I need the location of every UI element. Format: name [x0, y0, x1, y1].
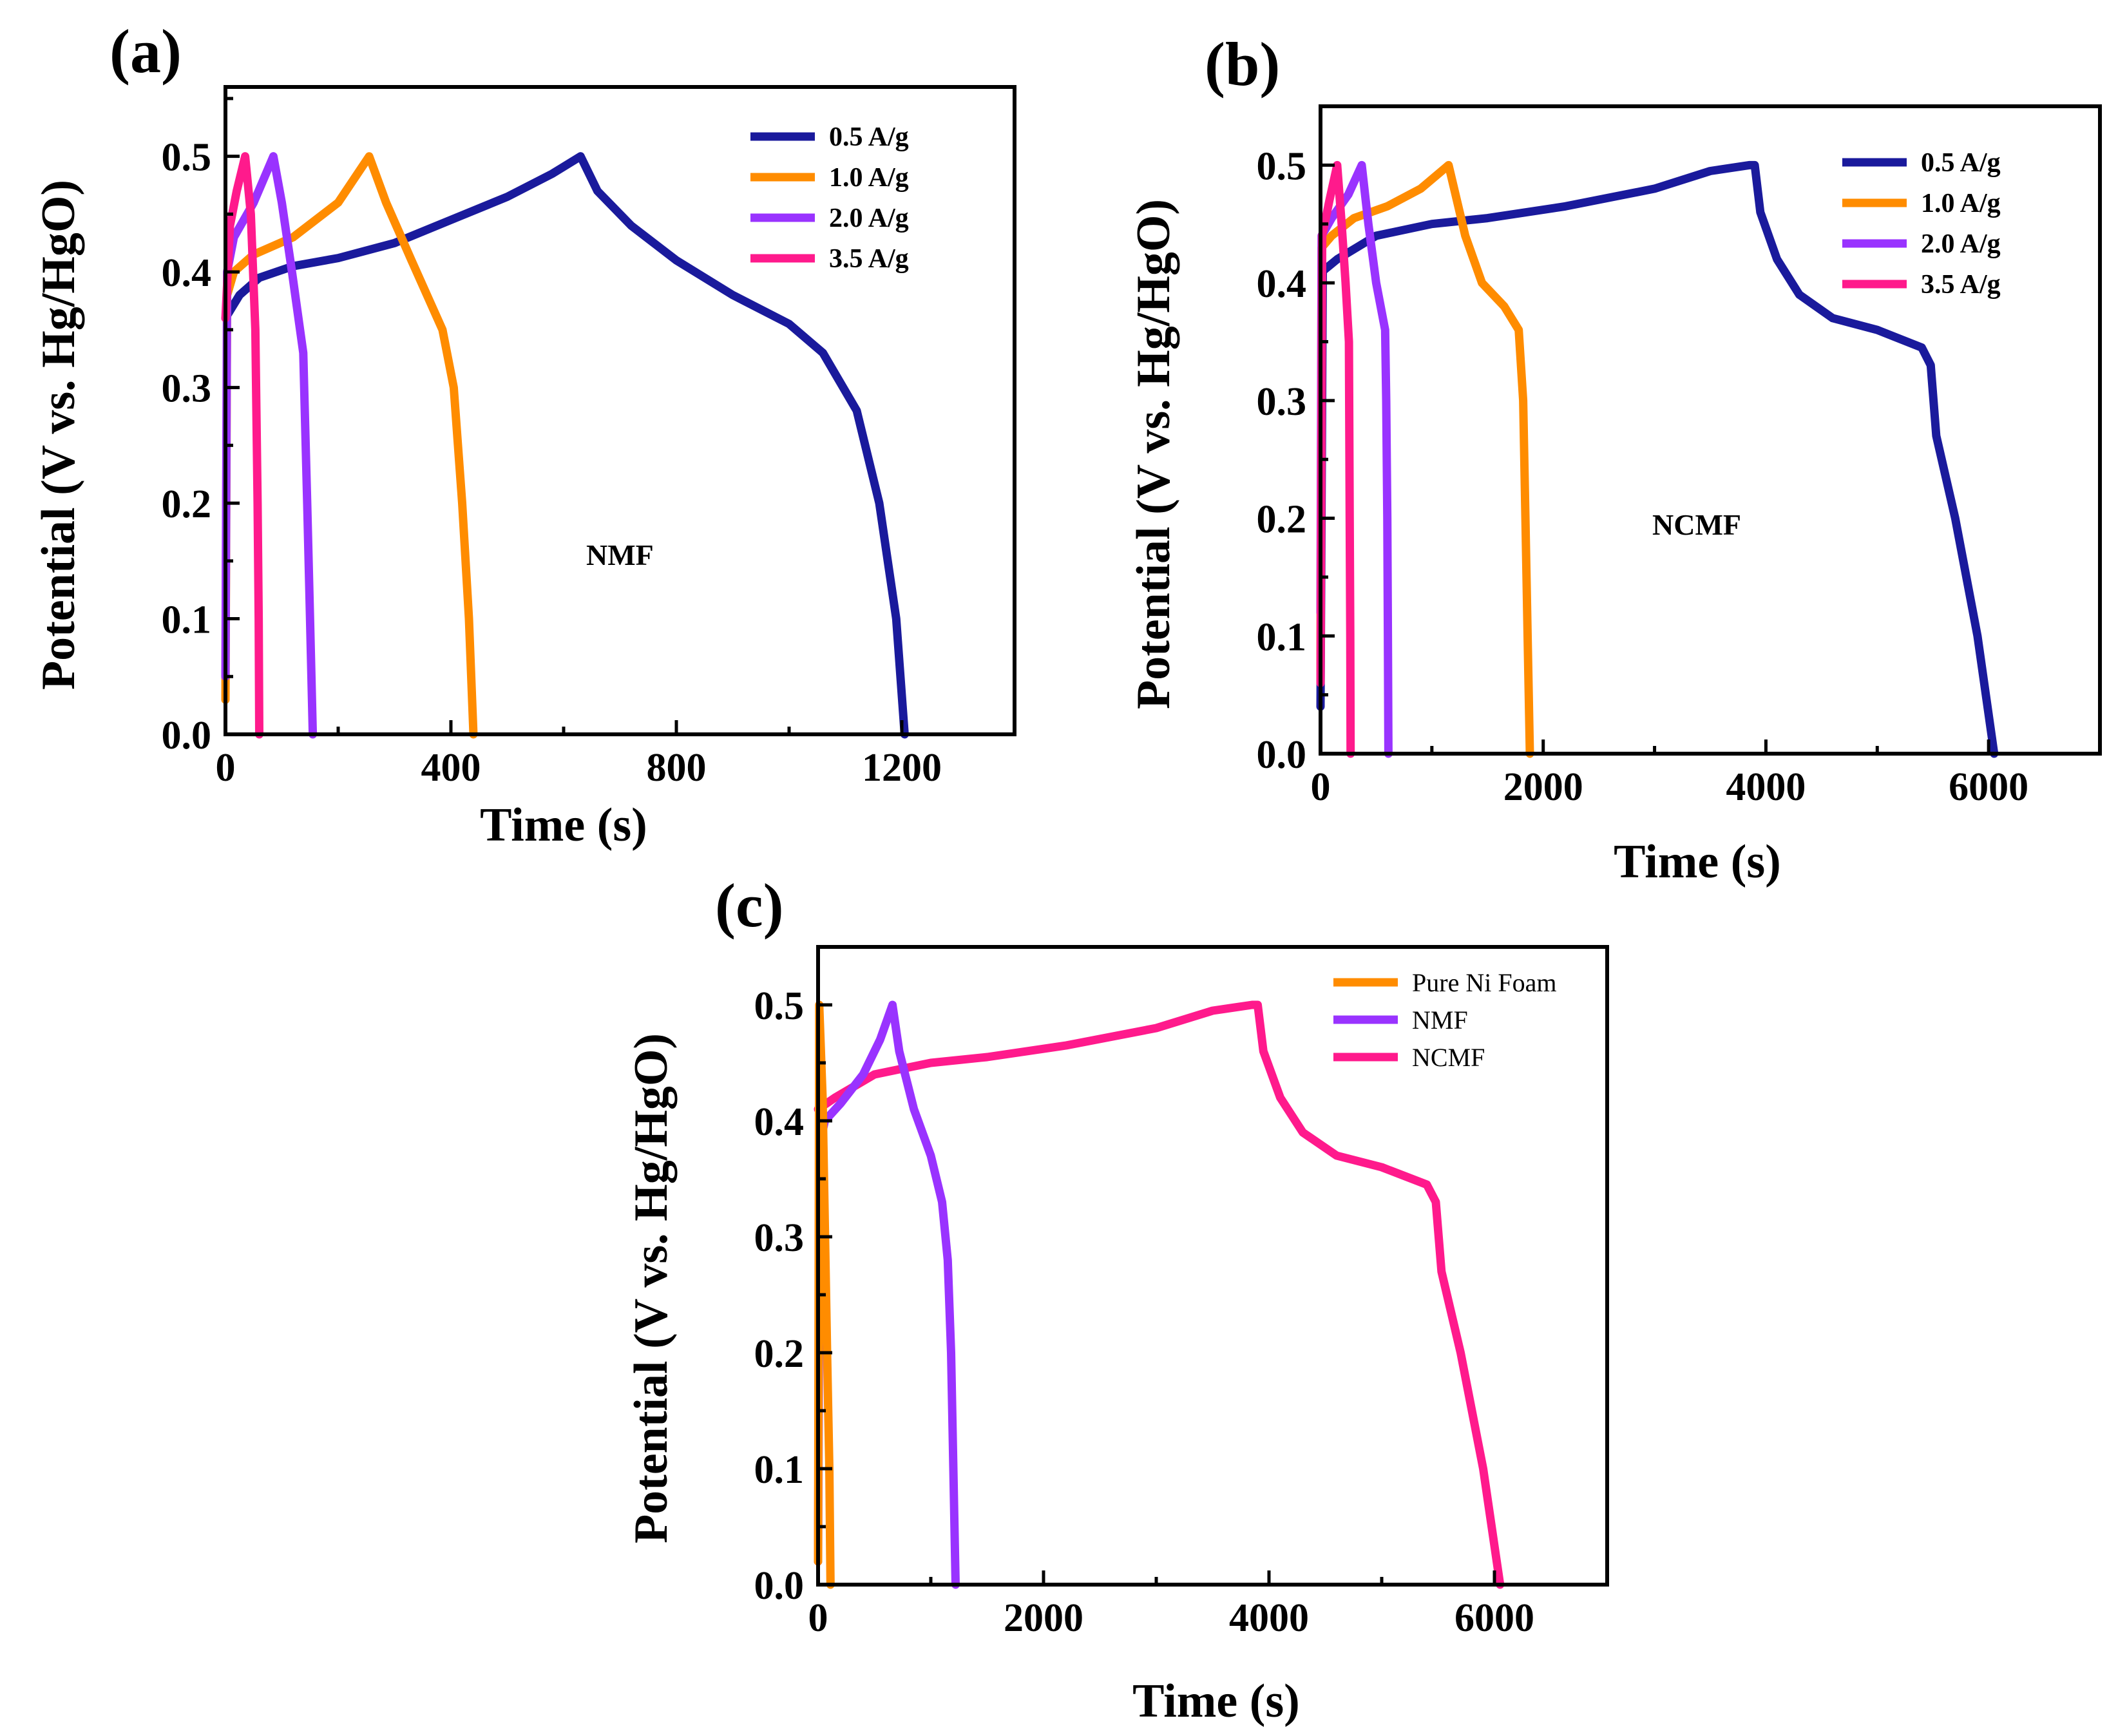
- annotation-ncmf: NCMF: [1652, 508, 1741, 541]
- y-tick-label-a: 0.1: [162, 598, 212, 642]
- y-axis-title-c: Potential (V vs. Hg/HgO): [625, 1033, 678, 1543]
- y-tick-label-a: 0.0: [162, 714, 212, 758]
- legend-label-b-2-0-a-g: 2.0 A/g: [1921, 229, 2001, 259]
- x-tick-label-a: 400: [421, 746, 481, 790]
- y-tick-label-b: 0.2: [1257, 498, 1307, 542]
- series-line-a-0-5-a-g: [221, 152, 909, 739]
- y-axis-title-b: Potential (V vs. Hg/HgO): [1127, 199, 1180, 709]
- chart-panel-a: (a) 0 400 800 1200 0.0 0.1 0.2 0.3 0.4 0.5 0.5 A/g…: [32, 17, 1016, 852]
- y-tick-label-c: 0.1: [754, 1448, 805, 1492]
- panel-label-b: (b): [1205, 30, 1280, 99]
- y-tick-label-b: 0.4: [1257, 262, 1307, 306]
- y-tick-label-a: 0.2: [162, 482, 212, 526]
- y-tick-label-a: 0.3: [162, 367, 212, 411]
- legend-label-c-nmf: NMF: [1412, 1006, 1468, 1035]
- panel-label-a: (a): [110, 17, 182, 86]
- x-tick-label-a: 1200: [862, 746, 942, 790]
- x-tick-label-c: 0: [808, 1596, 828, 1640]
- y-tick-label-c: 0.4: [754, 1100, 805, 1144]
- x-tick-label-b: 0: [1311, 765, 1331, 809]
- legend-label-b-1-0-a-g: 1.0 A/g: [1921, 189, 2001, 218]
- y-tick-label-c: 0.2: [754, 1332, 805, 1376]
- series-line-a-1-0-a-g: [221, 152, 478, 739]
- y-tick-label-b: 0.5: [1257, 144, 1307, 188]
- y-tick-label-b: 0.3: [1257, 380, 1307, 424]
- plot-frame-c: [816, 945, 1609, 1587]
- series-line-b-2-0-a-g: [1316, 160, 1393, 758]
- y-tick-label-b: 0.1: [1257, 615, 1307, 659]
- chart-panel-c: (c) 0 2000 4000 6000 0.0 0.1 0.2 0.3 0.4 0.5 Pure …: [625, 871, 1609, 1728]
- x-tick-label-c: 6000: [1455, 1596, 1534, 1640]
- x-axis-title-a: Time (s): [480, 799, 647, 852]
- x-tick-label-c: 4000: [1229, 1596, 1309, 1640]
- chart-panel-b: (b) 0 2000 4000 6000 0.0 0.1 0.2 0.3 0.4 0.5 0.5 A…: [1127, 30, 2102, 888]
- x-axis-title-c: Time (s): [1132, 1675, 1300, 1728]
- x-tick-label-c: 2000: [1004, 1596, 1083, 1640]
- y-tick-label-c: 0.3: [754, 1216, 805, 1260]
- series-line-c-nmf: [814, 1000, 960, 1589]
- legend-label-b-0-5-a-g: 0.5 A/g: [1921, 148, 2001, 178]
- x-tick-label-a: 0: [216, 746, 236, 790]
- x-tick-label-b: 2000: [1503, 765, 1583, 809]
- plot-frame-b: [1319, 104, 2102, 756]
- y-tick-label-a: 0.5: [162, 136, 212, 180]
- plot-area-a: 0 400 800 1200 0.0 0.1 0.2 0.3 0.4 0.5 0.5 A/g 1.0 …: [162, 85, 1016, 790]
- series-line-c-ncmf: [814, 1000, 1505, 1589]
- legend-label-a-0-5-a-g: 0.5 A/g: [829, 122, 909, 152]
- plot-area-c: 0 2000 4000 6000 0.0 0.1 0.2 0.3 0.4 0.5 Pure Ni F…: [754, 945, 1609, 1640]
- legend-label-b-3-5-a-g: 3.5 A/g: [1921, 270, 2001, 300]
- panel-label-c: (c): [715, 871, 784, 940]
- x-tick-label-a: 800: [647, 746, 707, 790]
- plot-area-b: 0 2000 4000 6000 0.0 0.1 0.2 0.3 0.4 0.5 0.5 A/g 1.…: [1257, 104, 2102, 809]
- x-tick-label-b: 6000: [1949, 765, 2028, 809]
- series-line-b-3-5-a-g: [1316, 160, 1355, 758]
- annotation-nmf: NMF: [586, 539, 654, 571]
- y-tick-label-b: 0.0: [1257, 733, 1307, 777]
- x-tick-label-b: 4000: [1726, 765, 1806, 809]
- legend-label-a-1-0-a-g: 1.0 A/g: [829, 163, 909, 193]
- y-axis-title-a: Potential (V vs. Hg/HgO): [32, 180, 85, 690]
- legend-label-c-pure-ni-foam: Pure Ni Foam: [1412, 968, 1556, 997]
- legend-label-c-ncmf: NCMF: [1412, 1043, 1485, 1072]
- plot-frame-a: [224, 85, 1016, 736]
- series-line-b-0-5-a-g: [1316, 160, 1999, 758]
- y-tick-label-c: 0.0: [754, 1564, 805, 1608]
- y-tick-label-c: 0.5: [754, 984, 805, 1028]
- legend-label-a-3-5-a-g: 3.5 A/g: [829, 244, 909, 274]
- x-axis-title-b: Time (s): [1614, 835, 1781, 888]
- legend-label-a-2-0-a-g: 2.0 A/g: [829, 204, 909, 233]
- y-tick-label-a: 0.4: [162, 251, 212, 295]
